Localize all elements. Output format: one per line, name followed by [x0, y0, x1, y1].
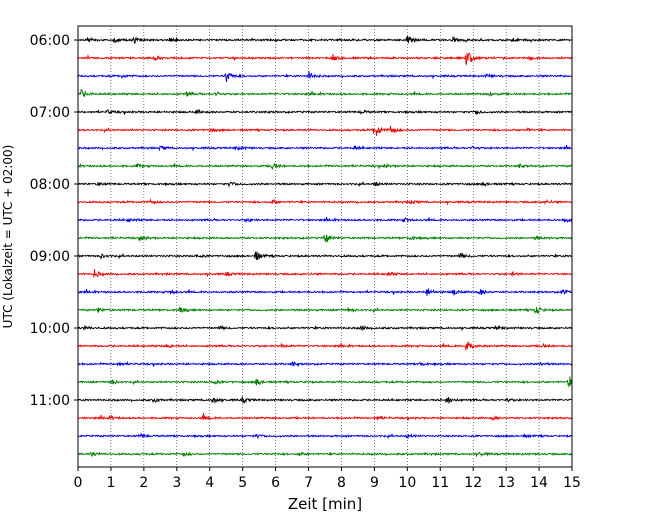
x-tick-label: 4 [205, 475, 214, 491]
x-tick-label: 1 [106, 475, 115, 491]
trace-line [78, 251, 573, 260]
trace-line [77, 306, 573, 314]
grid-lines [110, 26, 540, 467]
trace-line [77, 198, 573, 206]
x-tick-label: 0 [74, 475, 83, 491]
y-tick-label: 09:00 [30, 249, 70, 265]
trace-line [77, 88, 573, 97]
y-tick-label: 07:00 [30, 105, 70, 121]
trace-line [77, 71, 573, 83]
x-tick-label: 3 [172, 475, 181, 491]
trace-line [77, 395, 573, 405]
seismic-traces [77, 35, 573, 458]
trace-line [77, 269, 573, 278]
trace-line [77, 52, 573, 66]
x-tick-label: 12 [464, 475, 482, 491]
x-tick-label: 6 [271, 475, 280, 491]
trace-line [77, 125, 573, 136]
trace-line [77, 324, 573, 332]
x-axis-ticks: 0 1 2 3 4 5 6 7 8 9 10 11 12 13 14 15 [74, 467, 581, 491]
y-tick-label: 08:00 [30, 177, 70, 193]
x-tick-label: 9 [370, 475, 379, 491]
trace-line [77, 360, 573, 368]
x-tick-label: 10 [398, 475, 416, 491]
x-tick-label: 7 [304, 475, 313, 491]
x-tick-label: 2 [139, 475, 148, 491]
trace-line [77, 234, 573, 243]
trace-line [77, 451, 572, 458]
x-axis-label: Zeit [min] [288, 495, 362, 513]
trace-line [77, 108, 573, 116]
trace-line [77, 288, 573, 296]
trace-line [78, 216, 573, 224]
trace-line [77, 162, 573, 171]
x-tick-label: 13 [497, 475, 515, 491]
trace-line [77, 432, 573, 440]
y-tick-label: 06:00 [30, 33, 70, 49]
y-axis-ticks: 06:00 07:00 08:00 09:00 10:00 11:00 [30, 33, 78, 409]
trace-line [77, 376, 573, 388]
x-tick-label: 5 [238, 475, 247, 491]
x-tick-label: 11 [431, 475, 449, 491]
x-tick-label: 8 [337, 475, 346, 491]
x-tick-label: 14 [530, 475, 548, 491]
plot-frame [77, 25, 573, 468]
trace-line [77, 144, 573, 152]
x-tick-label: 15 [563, 475, 581, 491]
trace-line [77, 341, 573, 351]
y-tick-label: 10:00 [30, 321, 70, 337]
trace-line [77, 35, 573, 45]
y-axis-label: UTC (Lokalzeit = UTC + 02:00) [1, 145, 15, 329]
trace-line [77, 412, 573, 422]
y-tick-label: 11:00 [30, 393, 70, 409]
trace-line [78, 181, 573, 188]
